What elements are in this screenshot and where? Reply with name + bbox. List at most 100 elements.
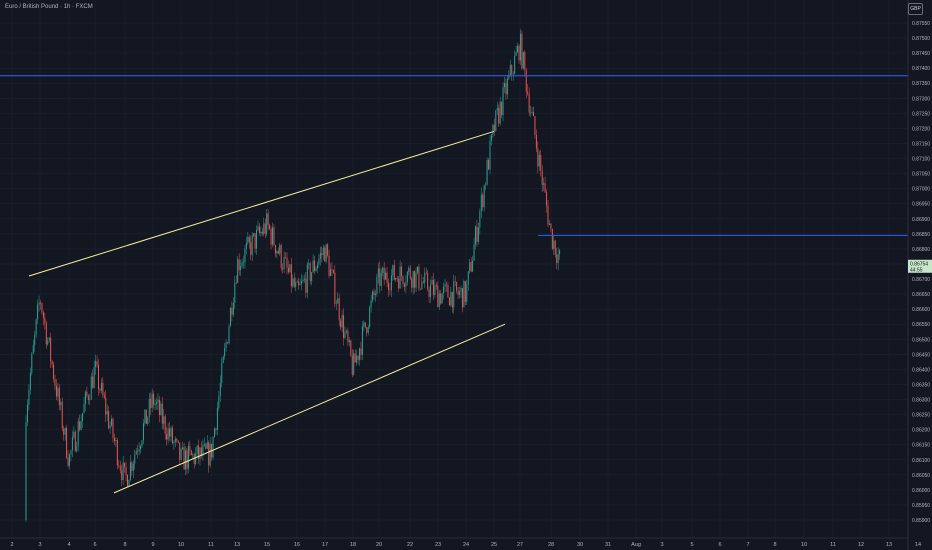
time-tick-label[interactable]: 24 <box>463 542 469 548</box>
candle-body <box>219 382 221 397</box>
candle-body <box>128 479 130 487</box>
candle-body <box>533 112 534 117</box>
time-tick-label[interactable]: 20 <box>376 542 382 548</box>
symbol-title[interactable]: Euro / British Pound · 1h · FXCM <box>5 4 93 10</box>
candle-body <box>327 244 329 256</box>
candle-body <box>382 267 384 273</box>
candle-body <box>187 445 189 469</box>
time-tick-label[interactable]: 22 <box>407 542 413 548</box>
drawings[interactable] <box>0 75 908 494</box>
time-tick-label[interactable]: 15 <box>264 542 270 548</box>
candle-body <box>32 345 34 354</box>
time-tick-label[interactable]: 13 <box>234 542 240 548</box>
candle-body <box>443 286 445 294</box>
candle-body <box>328 255 330 277</box>
candle-body <box>316 264 318 269</box>
time-tick-label[interactable]: 10 <box>801 542 807 548</box>
time-tick-label[interactable]: 27 <box>517 542 523 548</box>
candle-body <box>395 278 397 280</box>
candle-body <box>463 281 465 308</box>
time-tick-label[interactable]: 5 <box>690 542 693 548</box>
time-axis-labels[interactable]: 2 3 4 6 8 9 10 11 13 15 16 17 18 20 22 23 24 25 27 28 30 31 Au… <box>10 542 921 548</box>
candle-body <box>405 282 407 287</box>
candle-body <box>216 407 218 430</box>
candle-body <box>547 205 549 225</box>
candle-body <box>119 465 121 471</box>
candle-body <box>67 457 69 466</box>
candle-body <box>190 450 192 456</box>
time-tick-label[interactable]: 12 <box>858 542 864 548</box>
time-tick-label[interactable]: 3 <box>660 542 663 548</box>
price-tick-label: 0.86300 <box>912 398 930 404</box>
time-tick-label[interactable]: 25 <box>491 542 497 548</box>
time-tick-label[interactable]: 14 <box>915 542 921 548</box>
candle-body <box>238 259 240 271</box>
candle-body <box>34 334 36 346</box>
time-tick-label[interactable]: 6 <box>718 542 721 548</box>
candle-body <box>441 293 443 304</box>
time-tick-label[interactable]: 17 <box>322 542 328 548</box>
candle-body <box>521 33 523 69</box>
price-tick-label: 0.85950 <box>912 503 930 509</box>
candle-body <box>318 258 320 265</box>
price-tick-label: 0.87150 <box>912 141 930 147</box>
time-tick-label[interactable]: 8 <box>773 542 776 548</box>
time-tick-label[interactable]: 30 <box>577 542 583 548</box>
time-tick-label[interactable]: 11 <box>208 542 214 548</box>
time-tick-label[interactable]: Aug <box>631 542 641 548</box>
candle-body <box>206 442 208 449</box>
time-tick-label[interactable]: 10 <box>178 542 184 548</box>
candle-body <box>430 284 432 297</box>
candle-body <box>253 233 255 236</box>
price-tick-label: 0.86600 <box>912 307 930 313</box>
candle-body <box>277 250 279 254</box>
candle-body <box>321 253 323 256</box>
time-tick-label[interactable]: 9 <box>151 542 154 548</box>
time-tick-label[interactable]: 13 <box>886 542 892 548</box>
candle-body <box>440 293 442 304</box>
time-tick-label[interactable]: 8 <box>123 542 126 548</box>
time-tick-label[interactable]: 7 <box>746 542 749 548</box>
candle-body <box>344 331 346 339</box>
price-axis[interactable] <box>908 0 932 550</box>
candle-body <box>466 284 468 302</box>
candle-body <box>312 260 314 273</box>
time-tick-label[interactable]: 2 <box>10 542 13 548</box>
time-tick-label[interactable]: 18 <box>350 542 356 548</box>
candle-body <box>161 403 163 424</box>
candle-body <box>505 83 507 95</box>
candle-body <box>135 451 137 455</box>
candle-body <box>548 223 550 225</box>
candle-body <box>48 337 50 341</box>
candle-body <box>115 440 117 442</box>
time-tick-label[interactable]: 4 <box>67 542 70 548</box>
candle-body <box>93 367 95 388</box>
lower-trend-line[interactable] <box>113 323 506 494</box>
candle-body <box>100 382 102 391</box>
price-tick-label: 0.86200 <box>912 428 930 434</box>
candle-body <box>40 302 41 304</box>
candle-body <box>456 282 458 291</box>
candle-body <box>141 440 143 446</box>
upper-trend-line[interactable] <box>28 130 495 277</box>
time-tick-label[interactable]: 11 <box>830 542 836 548</box>
time-tick-label[interactable]: 16 <box>294 542 300 548</box>
candle-body <box>528 93 530 113</box>
time-tick-label[interactable]: 3 <box>38 542 41 548</box>
candle-body <box>169 428 171 437</box>
candle-body <box>99 389 101 391</box>
time-tick-label[interactable]: 6 <box>93 542 96 548</box>
time-tick-label[interactable]: 31 <box>605 542 611 548</box>
candle-body <box>434 285 436 295</box>
candle-body <box>515 52 517 56</box>
time-tick-label[interactable]: 28 <box>548 542 554 548</box>
candle-body <box>125 466 127 476</box>
time-tick-label[interactable]: 23 <box>435 542 441 548</box>
candle-body <box>335 303 337 305</box>
currency-button[interactable]: GBP <box>908 3 923 15</box>
candle-body <box>376 276 378 294</box>
candle-body <box>257 226 259 230</box>
candle-body <box>209 443 211 466</box>
candle-body <box>147 416 149 424</box>
